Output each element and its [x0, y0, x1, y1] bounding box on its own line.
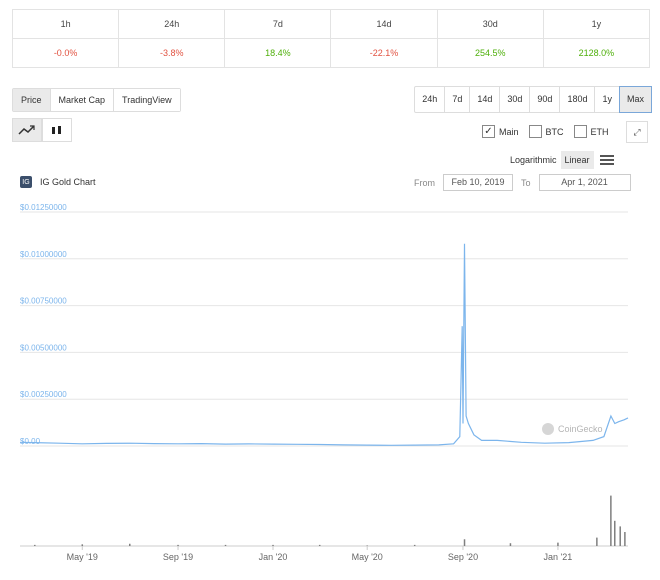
- watermark: CoinGecko: [558, 424, 603, 434]
- line-chart-icon: [18, 125, 35, 135]
- y-tick-label: $0.01000000: [20, 250, 67, 259]
- y-tick-label: $0.01250000: [20, 203, 67, 212]
- y-tick-label: $0.00: [20, 437, 41, 446]
- checkbox-eth-box[interactable]: [573, 125, 587, 138]
- change-header-24h: 24h: [118, 9, 226, 39]
- checkbox-main-label: Main: [499, 126, 519, 137]
- change-value-row: -0.0% -3.8% 18.4% -22.1% 254.5% 2128.0%: [11, 38, 651, 68]
- coin-logo-text: IG: [22, 178, 30, 186]
- checkbox-btc[interactable]: BTC: [528, 125, 564, 138]
- x-tick-label: Sep '19: [163, 552, 193, 562]
- scale-logarithmic[interactable]: Logarithmic: [510, 155, 557, 165]
- hamburger-menu-icon[interactable]: [599, 155, 614, 165]
- candlestick-chart-button[interactable]: [42, 118, 72, 142]
- range-7d[interactable]: 7d: [445, 87, 471, 112]
- checkbox-btc-box[interactable]: [528, 125, 542, 138]
- price-line: [19, 243, 629, 446]
- volume-bar: [272, 544, 274, 546]
- volume-bar: [463, 539, 466, 546]
- range-180d[interactable]: 180d: [560, 87, 596, 112]
- change-header-1y: 1y: [542, 9, 651, 39]
- change-value-14d: -22.1%: [330, 38, 438, 68]
- volume-bar: [318, 544, 321, 546]
- checkbox-eth-label: ETH: [590, 126, 609, 137]
- volume-bar: [224, 544, 227, 546]
- x-tick-label: May '20: [352, 552, 383, 562]
- change-header-14d: 14d: [330, 9, 438, 39]
- volume-bar: [413, 544, 416, 546]
- scale-linear[interactable]: Linear: [560, 151, 594, 169]
- range-90d[interactable]: 90d: [530, 87, 561, 112]
- chart-type-toggle: [12, 118, 72, 142]
- y-tick-label: $0.00250000: [20, 390, 67, 399]
- chart-tabs: Price Market Cap TradingView: [12, 88, 181, 112]
- watermark-logo: [542, 423, 554, 435]
- from-label: From: [414, 177, 435, 188]
- volume-bar: [557, 542, 559, 546]
- change-value-1h: -0.0%: [11, 38, 120, 68]
- tab-market-cap[interactable]: Market Cap: [50, 89, 115, 111]
- y-tick-label: $0.00750000: [20, 297, 67, 306]
- coin-logo: IG: [20, 176, 32, 188]
- date-range-inputs: From Feb 10, 2019 To Apr 1, 2021: [414, 174, 631, 191]
- volume-bar: [366, 545, 368, 546]
- fullscreen-button[interactable]: ⤢: [626, 121, 648, 143]
- chart-title-area: IG IG Gold Chart: [20, 176, 96, 188]
- x-tick-label: Jan '21: [544, 552, 573, 562]
- price-chart: $0.01250000 $0.01000000 $0.00750000 $0.0050…: [19, 203, 629, 562]
- to-date-input[interactable]: Apr 1, 2021: [538, 174, 631, 191]
- checkbox-eth[interactable]: ETH: [573, 125, 609, 138]
- volume-bar: [509, 543, 512, 546]
- change-value-24h: -3.8%: [118, 38, 226, 68]
- range-max[interactable]: Max: [618, 86, 653, 113]
- volume-bar: [81, 544, 84, 546]
- price-change-table: 1h 24h 7d 14d 30d 1y -0.0% -3.8% 18.4% -…: [11, 9, 651, 68]
- volume-bar: [614, 520, 616, 546]
- chart-title: IG Gold Chart: [40, 177, 96, 187]
- change-value-7d: 18.4%: [224, 38, 332, 68]
- change-value-30d: 254.5%: [436, 38, 544, 68]
- expand-icon: ⤢: [633, 126, 641, 137]
- to-label: To: [521, 177, 531, 188]
- volume-bar: [624, 532, 626, 546]
- candlestick-icon: [52, 126, 61, 134]
- tab-price[interactable]: Price: [13, 89, 51, 111]
- tab-tradingview[interactable]: TradingView: [114, 89, 180, 111]
- volume-bar: [596, 537, 598, 546]
- line-chart-button[interactable]: [12, 118, 42, 142]
- checkbox-main-box[interactable]: ✓: [482, 125, 495, 138]
- x-tick-label: Jan '20: [259, 552, 288, 562]
- change-header-row: 1h 24h 7d 14d 30d 1y: [11, 9, 651, 39]
- checkbox-btc-label: BTC: [545, 126, 564, 137]
- volume-bar: [177, 544, 179, 546]
- change-value-1y: 2128.0%: [542, 38, 651, 68]
- volume-bar: [129, 543, 131, 546]
- x-tick-label: May '19: [67, 552, 98, 562]
- change-header-1h: 1h: [11, 9, 120, 39]
- change-header-7d: 7d: [224, 9, 332, 39]
- range-30d[interactable]: 30d: [500, 87, 531, 112]
- x-tick-label: Sep '20: [448, 552, 478, 562]
- compare-checkboxes: ✓ Main BTC ETH: [482, 125, 609, 138]
- range-24h[interactable]: 24h: [415, 87, 446, 112]
- time-range-selector: 24h 7d 14d 30d 90d 180d 1y Max: [414, 86, 653, 113]
- y-tick-label: $0.00500000: [20, 343, 67, 352]
- change-header-30d: 30d: [436, 9, 544, 39]
- from-date-input[interactable]: Feb 10, 2019: [443, 174, 513, 191]
- range-1y[interactable]: 1y: [595, 87, 620, 112]
- scale-toggle: Logarithmic Linear: [506, 151, 614, 169]
- volume-bar: [610, 495, 612, 546]
- volume-bar: [619, 526, 621, 546]
- volume-bar: [34, 544, 36, 546]
- checkbox-main[interactable]: ✓ Main: [482, 125, 519, 138]
- range-14d[interactable]: 14d: [470, 87, 501, 112]
